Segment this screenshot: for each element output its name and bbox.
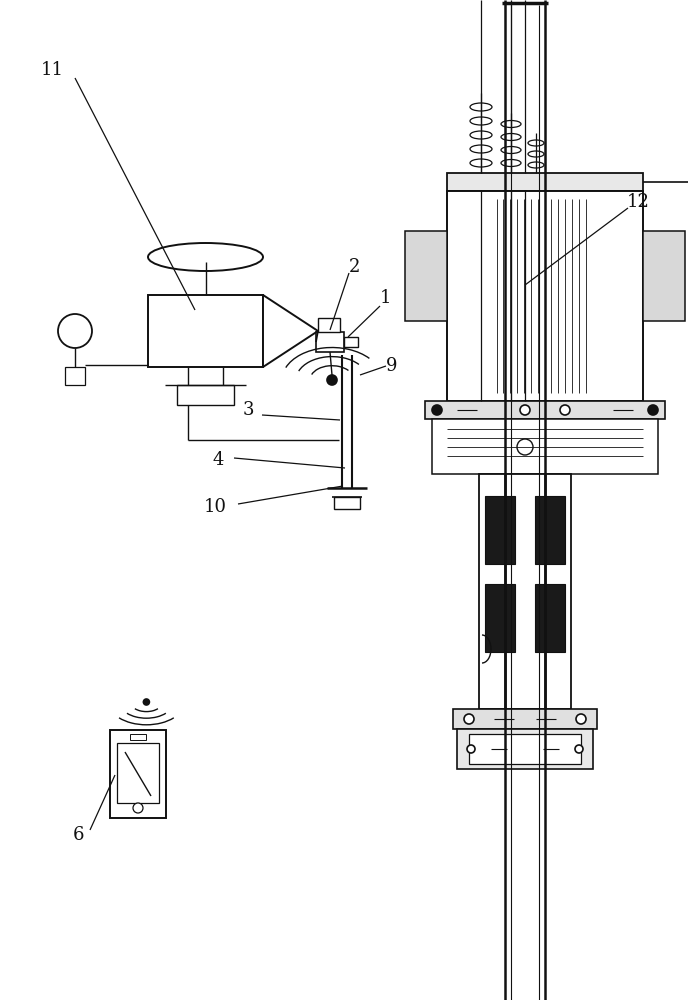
Text: 3: 3: [242, 401, 254, 419]
Bar: [432, 419, 658, 474]
Polygon shape: [263, 295, 318, 367]
Circle shape: [517, 439, 533, 455]
Circle shape: [576, 714, 586, 724]
Bar: [130, 734, 146, 740]
Circle shape: [560, 405, 570, 415]
Text: 2: 2: [350, 258, 361, 276]
Circle shape: [432, 405, 442, 415]
Text: 9: 9: [386, 357, 398, 375]
Text: 11: 11: [41, 61, 63, 79]
Bar: [110, 730, 166, 818]
Bar: [65, 367, 85, 385]
Bar: [479, 474, 571, 709]
Circle shape: [143, 699, 149, 705]
Ellipse shape: [501, 159, 521, 166]
Text: 4: 4: [213, 451, 224, 469]
Ellipse shape: [528, 140, 544, 146]
Ellipse shape: [470, 103, 492, 111]
Bar: [117, 743, 159, 803]
Bar: [425, 401, 665, 419]
Bar: [447, 191, 643, 401]
Bar: [405, 231, 447, 321]
Bar: [535, 584, 565, 652]
Circle shape: [575, 745, 583, 753]
Circle shape: [467, 745, 475, 753]
Circle shape: [327, 375, 337, 385]
Circle shape: [464, 714, 474, 724]
Bar: [318, 318, 340, 332]
Ellipse shape: [501, 146, 521, 153]
Text: 10: 10: [204, 498, 226, 516]
Bar: [643, 231, 685, 321]
Ellipse shape: [501, 120, 521, 127]
Bar: [177, 385, 234, 405]
Text: 6: 6: [72, 826, 84, 844]
Bar: [453, 709, 597, 729]
Ellipse shape: [528, 162, 544, 168]
Ellipse shape: [501, 133, 521, 140]
Bar: [485, 496, 515, 564]
Ellipse shape: [470, 159, 492, 167]
Ellipse shape: [470, 117, 492, 125]
Circle shape: [58, 314, 92, 348]
Text: 1: 1: [379, 289, 391, 307]
Ellipse shape: [470, 131, 492, 139]
Bar: [148, 295, 263, 367]
Bar: [447, 173, 643, 191]
Ellipse shape: [528, 151, 544, 157]
Bar: [535, 496, 565, 564]
Text: 12: 12: [627, 193, 649, 211]
Circle shape: [648, 405, 658, 415]
Bar: [316, 332, 344, 352]
Bar: [457, 729, 593, 769]
Bar: [334, 497, 360, 509]
Circle shape: [133, 803, 143, 813]
Ellipse shape: [470, 145, 492, 153]
Bar: [344, 337, 358, 347]
Bar: [485, 584, 515, 652]
Bar: [469, 734, 581, 764]
Circle shape: [520, 405, 530, 415]
Ellipse shape: [148, 243, 263, 271]
